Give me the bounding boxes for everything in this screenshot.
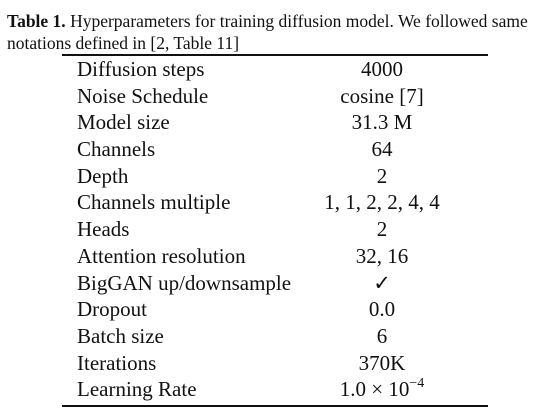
- param-name: Learning Rate: [77, 377, 197, 402]
- table-row: Diffusion steps 4000: [62, 56, 488, 83]
- table-caption: Table 1. Hyperparameters for training di…: [7, 10, 541, 54]
- param-name: BigGAN up/downsample: [77, 270, 292, 295]
- param-name: Noise Schedule: [77, 83, 209, 108]
- table-top-rule: [62, 54, 488, 56]
- param-name: Model size: [77, 110, 170, 135]
- table-row: Attention resolution 32, 16: [62, 243, 488, 270]
- param-name: Attention resolution: [77, 243, 246, 268]
- table-row: Model size 31.3 M: [62, 109, 488, 136]
- param-value: 370K: [358, 350, 406, 375]
- param-name: Heads: [77, 217, 130, 242]
- table-row: Depth 2: [62, 163, 488, 190]
- table-row: Batch size 6: [62, 323, 488, 350]
- table-row: Iterations 370K: [62, 350, 488, 377]
- caption-label: Table 1.: [7, 11, 66, 31]
- param-value: 4000: [361, 57, 403, 81]
- param-name: Dropout: [77, 297, 147, 322]
- caption-text: Hyperparameters for training diffusion m…: [7, 11, 528, 53]
- hyperparameter-table: Diffusion steps 4000 Noise Schedule cosi…: [62, 56, 488, 403]
- param-value: 1.0 × 10−4: [282, 376, 482, 403]
- param-name: Channels multiple: [77, 190, 231, 215]
- table-bottom-rule: [62, 405, 488, 407]
- param-value: 32, 16: [355, 243, 409, 268]
- param-name: Diffusion steps: [77, 57, 205, 81]
- table-row: Heads 2: [62, 216, 488, 243]
- table-row: Channels multiple 1, 1, 2, 2, 4, 4: [62, 189, 488, 216]
- param-value: 1, 1, 2, 2, 4, 4: [324, 190, 440, 215]
- checkmark-value: ✓: [373, 270, 391, 295]
- param-value: cosine [7]: [340, 83, 424, 108]
- param-value: 0.0: [368, 297, 396, 322]
- param-value: 31.3 M: [351, 110, 413, 135]
- param-name: Batch size: [77, 323, 164, 348]
- param-name: Channels: [77, 137, 156, 162]
- table-row: BigGAN up/downsample ✓: [62, 270, 488, 297]
- table-row: Learning Rate 1.0 × 10−4: [62, 376, 488, 403]
- table-row: Channels 64: [62, 136, 488, 163]
- learning-rate-mantissa: 1.0 × 10: [339, 377, 410, 402]
- table-row: Noise Schedule cosine [7]: [62, 83, 488, 110]
- param-value: 6: [376, 323, 388, 348]
- param-value: 64: [371, 137, 393, 162]
- table-row: Dropout 0.0: [62, 296, 488, 323]
- param-value: 2: [376, 217, 388, 242]
- param-name: Depth: [77, 163, 129, 188]
- param-name: Iterations: [77, 350, 157, 375]
- learning-rate-exponent: −4: [409, 376, 425, 392]
- param-value: 2: [376, 163, 388, 188]
